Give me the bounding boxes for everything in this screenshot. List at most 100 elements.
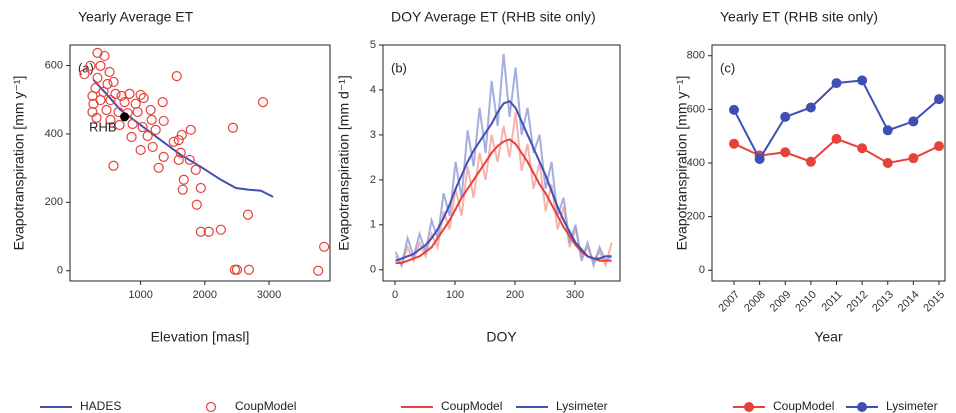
series-point (908, 153, 919, 164)
scatter-point (91, 112, 102, 123)
scatter-point (190, 164, 201, 175)
scatter-point (87, 90, 98, 102)
x-tick-label: 100 (446, 289, 464, 301)
scatter-point (178, 174, 189, 185)
y-tick-label: 600 (45, 59, 63, 71)
y-tick-label: 0 (699, 264, 705, 276)
series-point (831, 78, 842, 89)
x-tick-label: 3000 (257, 289, 281, 301)
series-point (934, 94, 944, 105)
scatter-point (137, 121, 148, 133)
scatter-point (135, 89, 146, 101)
series-point (780, 111, 791, 122)
scatter-point (105, 114, 116, 126)
series-point (729, 104, 739, 115)
y-axis-title: Evapotranspiration [mm d⁻¹] (336, 75, 352, 250)
x-tick-label: 2012 (845, 289, 871, 315)
panel-label: (b) (391, 60, 407, 75)
series-point (882, 125, 893, 136)
series-point (857, 143, 868, 154)
scatter-point (243, 264, 255, 275)
series-line (733, 79, 940, 162)
series-point (729, 138, 739, 149)
scatter-point (104, 66, 115, 78)
scatter-point (126, 131, 137, 143)
legend-label: CoupModel (773, 399, 834, 413)
scatter-point (229, 264, 241, 275)
x-tick-label: 300 (566, 289, 584, 301)
scatter-point (242, 209, 254, 220)
smooth-line (395, 100, 612, 262)
x-tick-label: 2011 (819, 289, 844, 314)
scatter-point (85, 60, 96, 71)
scatter-point (127, 118, 138, 130)
scatter-point (132, 106, 143, 118)
y-tick-label: 0 (57, 265, 63, 277)
x-tick-label: 2000 (193, 289, 217, 301)
scatter-point (124, 88, 135, 100)
legend-label: CoupModel (235, 399, 296, 413)
x-tick-label: 0 (392, 289, 398, 301)
y-tick-label: 800 (687, 50, 705, 62)
x-tick-label: 2008 (742, 289, 768, 315)
scatter-point (171, 71, 182, 82)
y-tick-label: 5 (370, 39, 376, 51)
scatter-point (105, 94, 116, 106)
legend-label: Lysimeter (556, 399, 608, 413)
scatter-point (119, 97, 130, 108)
scatter-point (108, 76, 119, 88)
smooth-line (395, 138, 612, 264)
scatter-point (313, 265, 324, 276)
scatter-point (147, 141, 158, 153)
scatter-point (138, 92, 149, 104)
y-tick-label: 4 (370, 84, 376, 96)
scatter-point (184, 154, 195, 166)
plot-frame (382, 44, 621, 282)
y-tick-label: 200 (45, 196, 63, 208)
y-tick-label: 2 (370, 174, 376, 186)
scatter-point (108, 160, 119, 171)
x-axis-title: DOY (486, 329, 517, 345)
scatter-point (177, 184, 188, 195)
y-tick-label: 400 (687, 157, 705, 169)
chart-title: Yearly Average ET (78, 9, 194, 25)
scatter-point (101, 104, 112, 116)
panel-label: (c) (720, 60, 735, 75)
x-axis-title: Year (814, 329, 843, 345)
scatter-point (158, 115, 169, 127)
scatter-point (227, 122, 239, 133)
scatter-point (168, 136, 179, 147)
x-tick-label: 1000 (128, 289, 152, 301)
scatter-point (215, 224, 226, 235)
scatter-point (102, 78, 113, 90)
y-tick-label: 400 (45, 128, 63, 140)
scatter-point (142, 130, 153, 142)
legend-swatch (857, 402, 867, 412)
chart-title: Yearly ET (RHB site only) (720, 9, 878, 25)
legend-label: CoupModel (441, 399, 502, 413)
y-tick-label: 200 (687, 211, 705, 223)
x-tick-label: 200 (506, 289, 524, 301)
y-tick-label: 600 (687, 103, 705, 115)
daily-line (394, 53, 613, 269)
scatter-point (135, 144, 146, 156)
scatter-point (191, 199, 202, 210)
x-tick-label: 2013 (870, 289, 896, 315)
legend-label: HADES (80, 399, 121, 413)
series-point (882, 158, 893, 168)
series-point (857, 75, 868, 86)
series-point (805, 102, 816, 113)
scatter-point (173, 134, 184, 146)
scatter-point (92, 47, 103, 58)
series-point (831, 133, 842, 144)
scatter-point (146, 114, 157, 126)
scatter-point (176, 129, 187, 141)
series-point (934, 141, 944, 152)
chart-title: DOY Average ET (RHB site only) (391, 9, 596, 25)
x-tick-label: 2007 (716, 289, 742, 315)
scatter-point (99, 50, 110, 62)
scatter-point (185, 124, 196, 135)
scatter-point (195, 226, 206, 237)
